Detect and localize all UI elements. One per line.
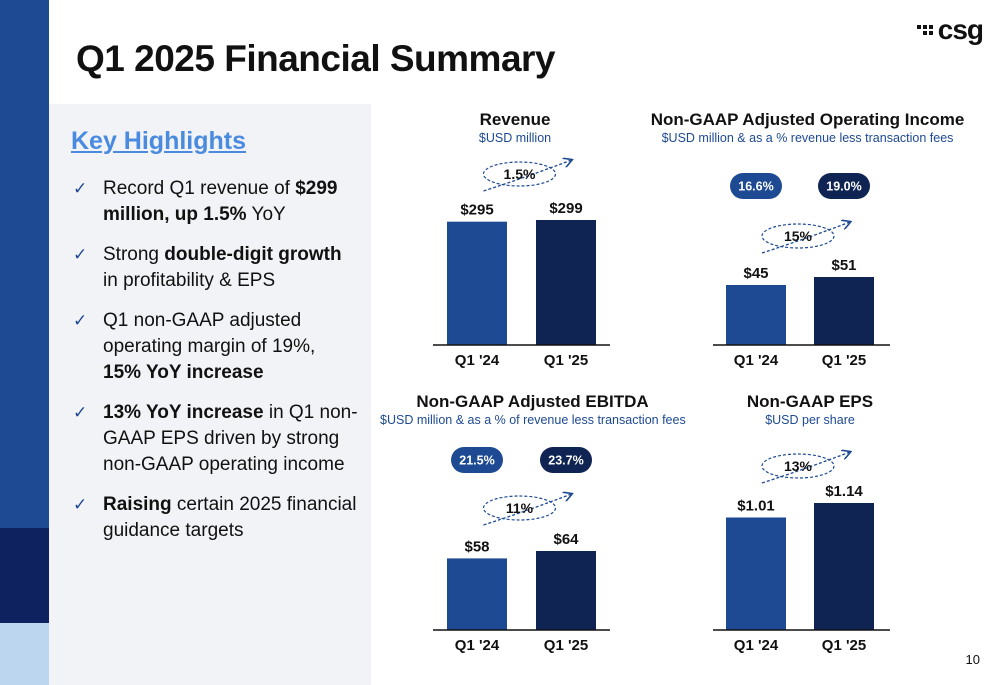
- chart-title-eps: Non-GAAP EPS: [746, 392, 874, 411]
- revenue-tick-label-1: Q1 '24: [455, 352, 500, 369]
- revenue-bar-2: [536, 220, 596, 345]
- ebitda-margin-pill-1: [451, 447, 503, 473]
- operating-income-tick-label-2: Q1 '25: [822, 352, 866, 369]
- eps-bar-1: [726, 517, 786, 630]
- checkmark-icon: ✓: [73, 495, 88, 514]
- revenue-growth-oval: [482, 161, 557, 187]
- page-number: 10: [965, 652, 980, 667]
- operating-income-margin-pill-2: [818, 173, 870, 199]
- highlight-text: 13% YoY increase in Q1 non-GAAP EPS driv…: [103, 400, 358, 478]
- eps-data-label-1: $1.01: [737, 497, 775, 514]
- ebitda-margin-label-1: 21.5%: [459, 454, 494, 468]
- side-stripe-middle: [0, 528, 49, 623]
- eps-growth-label: 13%: [784, 458, 813, 474]
- highlight-text: Strong double-digit growth in profitabil…: [103, 242, 358, 294]
- revenue-bar-1: [447, 221, 507, 345]
- highlight-text: Record Q1 revenue of $299 million, up 1.…: [103, 176, 358, 228]
- ebitda-bar-1: [447, 558, 507, 630]
- revenue-data-label-2: $299: [549, 200, 582, 217]
- chart-subtitle-eps: $USD per share: [765, 413, 855, 427]
- highlight-text: Raising certain 2025 financial guidance …: [103, 492, 358, 544]
- ebitda-margin-label-2: 23.7%: [548, 454, 583, 468]
- highlight-item: ✓ Record Q1 revenue of $299 million, up 1…: [73, 176, 358, 228]
- highlight-bold-text: double-digit growth: [164, 244, 342, 265]
- highlight-bold-text: 13% YoY increase: [103, 402, 264, 423]
- eps-growth-arrow-icon: [761, 452, 850, 484]
- highlight-plain-text: in Q1 non-GAAP EPS driven by strong non-…: [103, 402, 358, 475]
- chart-title-revenue: Revenue: [479, 110, 551, 129]
- highlight-plain-text: certain 2025 financial guidance targets: [103, 494, 357, 541]
- checkmark-icon: ✓: [73, 245, 88, 264]
- ebitda-bar-2: [536, 551, 596, 630]
- highlight-bold-text: $299 million, up 1.5%: [103, 178, 338, 225]
- revenue-growth-label: 1.5%: [504, 166, 536, 182]
- chart-subtitle-operating-income: $USD million & as a % revenue less trans…: [661, 131, 954, 145]
- ebitda-tick-label-1: Q1 '24: [455, 637, 500, 654]
- highlight-item: ✓ Raising certain 2025 financial guidance…: [73, 492, 358, 544]
- checkmark-icon: ✓: [73, 179, 88, 198]
- side-stripe-top: [0, 0, 49, 528]
- highlight-bold-text: Raising: [103, 494, 172, 515]
- logo-text: csg: [937, 14, 984, 45]
- chart-subtitle-ebitda: $USD million & as a % of revenue less tr…: [380, 413, 686, 427]
- highlights-list: ✓ Record Q1 revenue of $299 million, up 1…: [73, 176, 358, 558]
- operating-income-data-label-2: $51: [831, 257, 856, 274]
- operating-income-growth-oval: [761, 223, 835, 249]
- operating-income-margin-pill-1: [730, 173, 782, 199]
- ebitda-growth-arrow-icon: [483, 494, 572, 526]
- ebitda-data-label-2: $64: [553, 531, 579, 548]
- checkmark-icon: ✓: [73, 403, 88, 422]
- chart-title-ebitda: Non-GAAP Adjusted EBITDA: [416, 392, 649, 411]
- eps-data-label-2: $1.14: [825, 483, 863, 500]
- revenue-growth-arrow-icon: [483, 160, 572, 192]
- checkmark-icon: ✓: [73, 311, 88, 330]
- operating-income-growth-arrow-icon: [761, 222, 850, 254]
- operating-income-data-label-1: $45: [743, 265, 768, 282]
- highlight-item: ✓ 13% YoY increase in Q1 non-GAAP EPS dri…: [73, 400, 358, 478]
- eps-tick-label-2: Q1 '25: [822, 637, 866, 654]
- highlight-plain-text: YoY: [246, 204, 286, 225]
- operating-income-bar-2: [814, 277, 874, 345]
- csg-logo: csg: [916, 14, 984, 45]
- operating-income-margin-label-1: 16.6%: [738, 180, 773, 194]
- ebitda-growth-oval: [482, 495, 557, 521]
- chart-subtitle-revenue: $USD million: [478, 131, 552, 145]
- highlight-bold-text: 15% YoY increase: [103, 362, 264, 383]
- highlight-plain-text: Q1 non-GAAP adjusted operating margin of…: [103, 310, 316, 357]
- revenue-data-label-1: $295: [460, 202, 493, 219]
- logo-dots-icon: [916, 25, 933, 35]
- highlight-item: ✓ Strong double-digit growth in profitabi…: [73, 242, 358, 294]
- ebitda-growth-label: 11%: [506, 500, 534, 516]
- side-stripe-bottom: [0, 623, 49, 685]
- eps-tick-label-1: Q1 '24: [734, 637, 779, 654]
- highlight-item: ✓ Q1 non-GAAP adjusted operating margin o…: [73, 308, 358, 386]
- operating-income-bar-1: [726, 285, 786, 345]
- operating-income-tick-label-1: Q1 '24: [734, 352, 779, 369]
- highlight-text: Q1 non-GAAP adjusted operating margin of…: [103, 308, 358, 386]
- highlights-panel: [49, 104, 371, 685]
- operating-income-growth-label: 15%: [784, 228, 813, 244]
- ebitda-tick-label-2: Q1 '25: [544, 637, 588, 654]
- slide-title: Q1 2025 Financial Summary: [76, 38, 556, 79]
- chart-title-operating-income: Non-GAAP Adjusted Operating Income: [650, 110, 965, 129]
- highlight-plain-text: Strong: [103, 244, 165, 265]
- highlight-plain-text: in profitability & EPS: [103, 270, 276, 291]
- highlights-heading: Key Highlights: [71, 127, 247, 155]
- revenue-tick-label-2: Q1 '25: [544, 352, 588, 369]
- operating-income-margin-label-2: 19.0%: [826, 180, 861, 194]
- ebitda-margin-pill-2: [540, 447, 592, 473]
- ebitda-data-label-1: $58: [464, 538, 489, 555]
- eps-growth-oval: [761, 453, 835, 479]
- eps-bar-2: [814, 503, 874, 630]
- highlight-plain-text: Record Q1 revenue of: [103, 178, 296, 199]
